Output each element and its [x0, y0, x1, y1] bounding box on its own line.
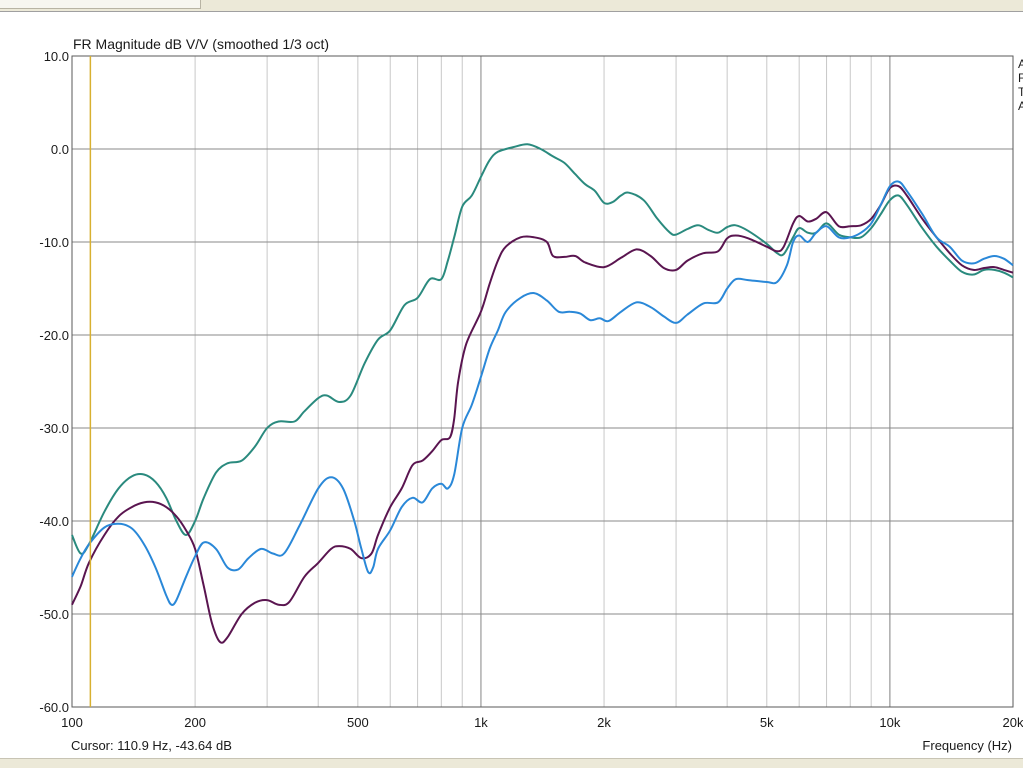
series-line-1 — [71, 143, 1014, 555]
series-layer — [71, 143, 1014, 644]
y-tick-label: -40.0 — [39, 514, 69, 529]
chart-title: FR Magnitude dB V/V (smoothed 1/3 oct) — [73, 36, 329, 52]
chart-background — [0, 12, 1023, 758]
x-tick-label: 100 — [61, 715, 83, 730]
svg-text:F: F — [1018, 71, 1023, 85]
y-tick-label: -50.0 — [39, 607, 69, 622]
svg-text:A: A — [1018, 57, 1023, 71]
svg-text:A: A — [1018, 99, 1023, 113]
svg-text:T: T — [1018, 85, 1023, 99]
right-legend-stub: A F T A — [1018, 57, 1023, 113]
top-divider — [0, 11, 1023, 12]
x-tick-label: 20k — [1003, 715, 1023, 730]
x-axis-label: Frequency (Hz) — [922, 738, 1012, 753]
cursor-readout: Cursor: 110.9 Hz, -43.64 dB — [71, 738, 232, 753]
x-tick-label: 5k — [760, 715, 774, 730]
series-line-3 — [71, 180, 1014, 606]
y-tick-label: 0.0 — [51, 142, 69, 157]
x-tick-labels: 100 200 500 1k 2k 5k 10k 20k — [61, 715, 1023, 730]
x-tick-label: 500 — [347, 715, 369, 730]
y-tick-label: 10.0 — [44, 49, 69, 64]
x-tick-label: 10k — [879, 715, 900, 730]
window-bottom-strip — [0, 758, 1023, 768]
tab-stub[interactable] — [0, 0, 201, 9]
series-line-2 — [71, 184, 1014, 644]
frequency-response-chart[interactable]: FR Magnitude dB V/V (smoothed 1/3 oct) 1… — [0, 12, 1023, 758]
y-tick-label: -20.0 — [39, 328, 69, 343]
y-tick-label: -30.0 — [39, 421, 69, 436]
y-tick-label: -10.0 — [39, 235, 69, 250]
x-tick-label: 2k — [597, 715, 611, 730]
x-tick-label: 1k — [474, 715, 488, 730]
y-tick-label: -60.0 — [39, 700, 69, 715]
plot-frame — [71, 55, 1014, 708]
x-tick-label: 200 — [184, 715, 206, 730]
window-top-strip — [0, 0, 1023, 12]
y-tick-labels: 10.0 0.0 -10.0 -20.0 -30.0 -40.0 -50.0 -60.0 — [39, 49, 69, 715]
